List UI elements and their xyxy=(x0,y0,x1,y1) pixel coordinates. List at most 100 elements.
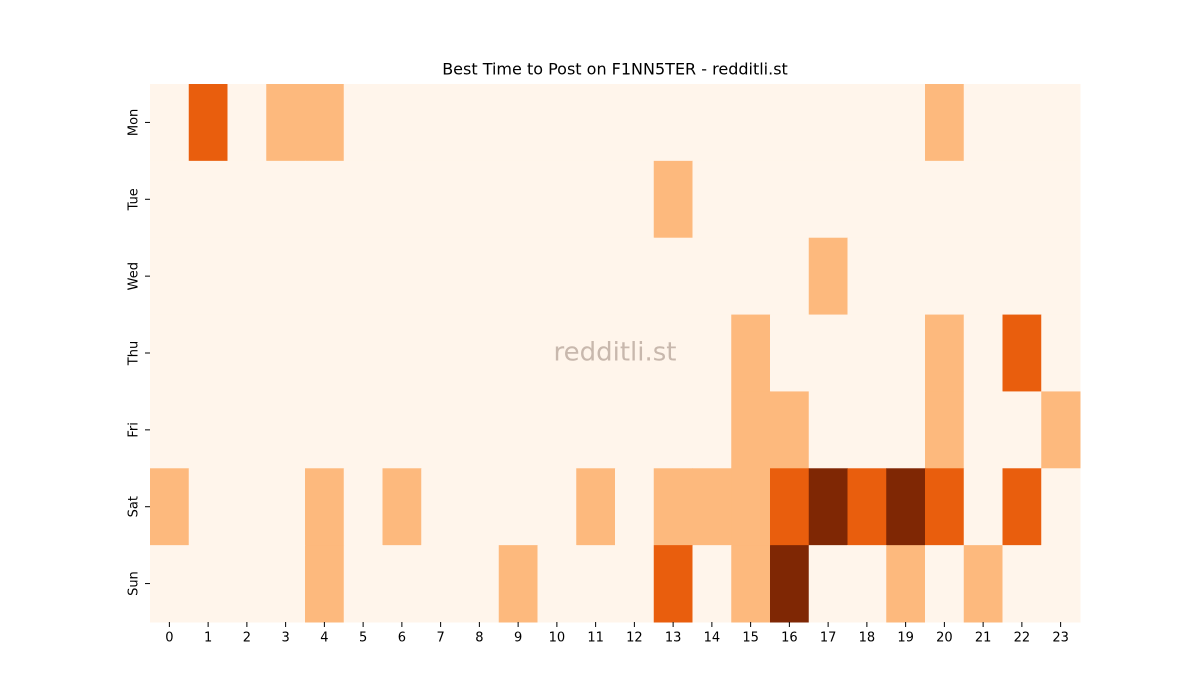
heat-cell xyxy=(343,84,383,162)
heat-cell xyxy=(460,468,500,546)
heat-cell xyxy=(1041,545,1081,623)
heat-cell xyxy=(1041,314,1081,392)
heat-cell xyxy=(731,160,771,239)
heat-cell xyxy=(1041,237,1081,316)
heat-cell xyxy=(886,545,926,623)
x-tick-label: 17 xyxy=(820,631,837,646)
heat-cell xyxy=(886,314,926,392)
heat-cell xyxy=(382,237,422,316)
heat-cell xyxy=(343,314,383,392)
heat-cell xyxy=(537,237,577,316)
heat-cell xyxy=(615,237,655,316)
cells xyxy=(150,84,1081,623)
heat-cell xyxy=(421,391,461,469)
heat-cell xyxy=(188,391,228,469)
heat-cell xyxy=(847,237,887,316)
heat-cell xyxy=(963,84,1003,162)
heat-cell xyxy=(847,545,887,623)
heat-cell xyxy=(460,160,500,239)
heat-cell xyxy=(460,314,500,392)
x-tick-label: 16 xyxy=(781,631,798,646)
heat-cell xyxy=(847,160,887,239)
heat-cell xyxy=(1002,237,1042,316)
heat-cell xyxy=(1002,545,1042,623)
heat-cell xyxy=(1041,160,1081,239)
heat-cell xyxy=(770,391,810,469)
chart-title: Best Time to Post on F1NN5TER - redditli… xyxy=(442,60,788,79)
heat-cell xyxy=(692,237,732,316)
heat-cell xyxy=(653,160,693,239)
heat-cell xyxy=(421,160,461,239)
heat-cell xyxy=(576,160,616,239)
x-tick-label: 3 xyxy=(281,631,289,646)
heat-cell xyxy=(1041,468,1081,546)
heat-cell xyxy=(576,391,616,469)
heat-cell xyxy=(498,237,538,316)
x-tick-label: 2 xyxy=(243,631,251,646)
heat-cell xyxy=(1041,391,1081,469)
heat-cell xyxy=(537,545,577,623)
heat-cell xyxy=(305,160,345,239)
heat-cell xyxy=(382,314,422,392)
heat-cell xyxy=(227,314,267,392)
heat-cell xyxy=(963,468,1003,546)
heat-cell xyxy=(653,84,693,162)
heat-cell xyxy=(305,468,345,546)
heat-cell xyxy=(576,314,616,392)
heat-cell xyxy=(305,237,345,316)
y-tick-label: Sun xyxy=(127,571,142,596)
heat-cell xyxy=(692,545,732,623)
heat-cell xyxy=(1002,160,1042,239)
heat-cell xyxy=(421,314,461,392)
heat-cell xyxy=(692,314,732,392)
heat-cell xyxy=(188,160,228,239)
heat-cell xyxy=(421,237,461,316)
heat-cell xyxy=(343,237,383,316)
heat-cell xyxy=(305,545,345,623)
heat-cell xyxy=(266,391,306,469)
heat-cell xyxy=(498,314,538,392)
heat-cell xyxy=(343,545,383,623)
x-tick-label: 21 xyxy=(975,631,992,646)
heat-cell xyxy=(653,468,693,546)
heat-cell xyxy=(227,84,267,162)
heat-cell xyxy=(963,237,1003,316)
heat-cell xyxy=(227,237,267,316)
heat-cell xyxy=(266,160,306,239)
heat-cell xyxy=(886,237,926,316)
heat-cell xyxy=(731,84,771,162)
heat-cell xyxy=(925,314,965,392)
y-tick-label: Wed xyxy=(127,262,142,290)
heat-cell xyxy=(266,237,306,316)
x-tick-label: 20 xyxy=(936,631,953,646)
heat-cell xyxy=(188,84,228,162)
heat-cell xyxy=(498,468,538,546)
heat-cell xyxy=(925,84,965,162)
heat-cell xyxy=(692,84,732,162)
heat-cell xyxy=(537,468,577,546)
y-tick-label: Sat xyxy=(127,496,142,517)
heat-cell xyxy=(382,160,422,239)
x-tick-label: 9 xyxy=(514,631,522,646)
axes: 0 1 2 3 4 5 6 7 8 9 10 11 12 13 14 15 16 17 18 19 20 21 22 23Mo… xyxy=(127,109,1069,646)
y-tick-label: Mon xyxy=(127,109,142,136)
x-tick-label: 4 xyxy=(320,631,328,646)
heat-cell xyxy=(150,84,190,162)
heat-cell xyxy=(886,84,926,162)
heat-cell xyxy=(808,314,848,392)
heat-cell xyxy=(1002,468,1042,546)
heat-cell xyxy=(770,237,810,316)
heat-cell xyxy=(615,468,655,546)
heat-cell xyxy=(460,391,500,469)
heat-cell xyxy=(692,160,732,239)
heat-cell xyxy=(925,160,965,239)
x-tick-label: 1 xyxy=(204,631,212,646)
x-tick-label: 22 xyxy=(1014,631,1031,646)
heat-cell xyxy=(421,468,461,546)
heat-cell xyxy=(808,391,848,469)
y-tick-label: Thu xyxy=(127,341,142,366)
heat-cell xyxy=(925,237,965,316)
heat-cell xyxy=(653,314,693,392)
heat-cell xyxy=(692,468,732,546)
